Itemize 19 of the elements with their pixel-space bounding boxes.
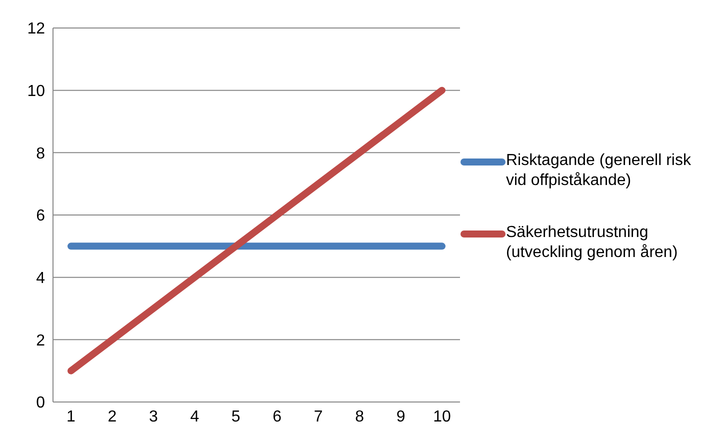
y-tick-label: 10	[27, 83, 46, 100]
y-tick-label: 2	[36, 332, 46, 350]
x-tick-label: 9	[396, 408, 406, 426]
y-tick-label: 4	[36, 270, 46, 288]
x-tick-label: 3	[148, 408, 158, 426]
x-tick-label: 1	[66, 408, 76, 426]
y-tick-label: 12	[27, 20, 46, 38]
legend-label: Risktagande (generell risk vid offpiståkande)	[506, 150, 692, 190]
x-tick-label: 2	[108, 408, 117, 426]
x-tick-label: 10	[433, 408, 451, 426]
x-tick-label: 8	[355, 408, 364, 426]
x-tick-label: 7	[314, 408, 323, 426]
y-tick-label: 8	[36, 145, 46, 162]
legend-label: Säkerhetsutrustning (utveckling genom åren)	[506, 222, 679, 262]
x-tick-label: 5	[231, 408, 240, 426]
y-tick-label: 0	[36, 394, 46, 412]
x-tick-label: 6	[272, 408, 282, 426]
y-tick-label: 6	[36, 208, 46, 225]
x-tick-label: 4	[190, 408, 200, 426]
